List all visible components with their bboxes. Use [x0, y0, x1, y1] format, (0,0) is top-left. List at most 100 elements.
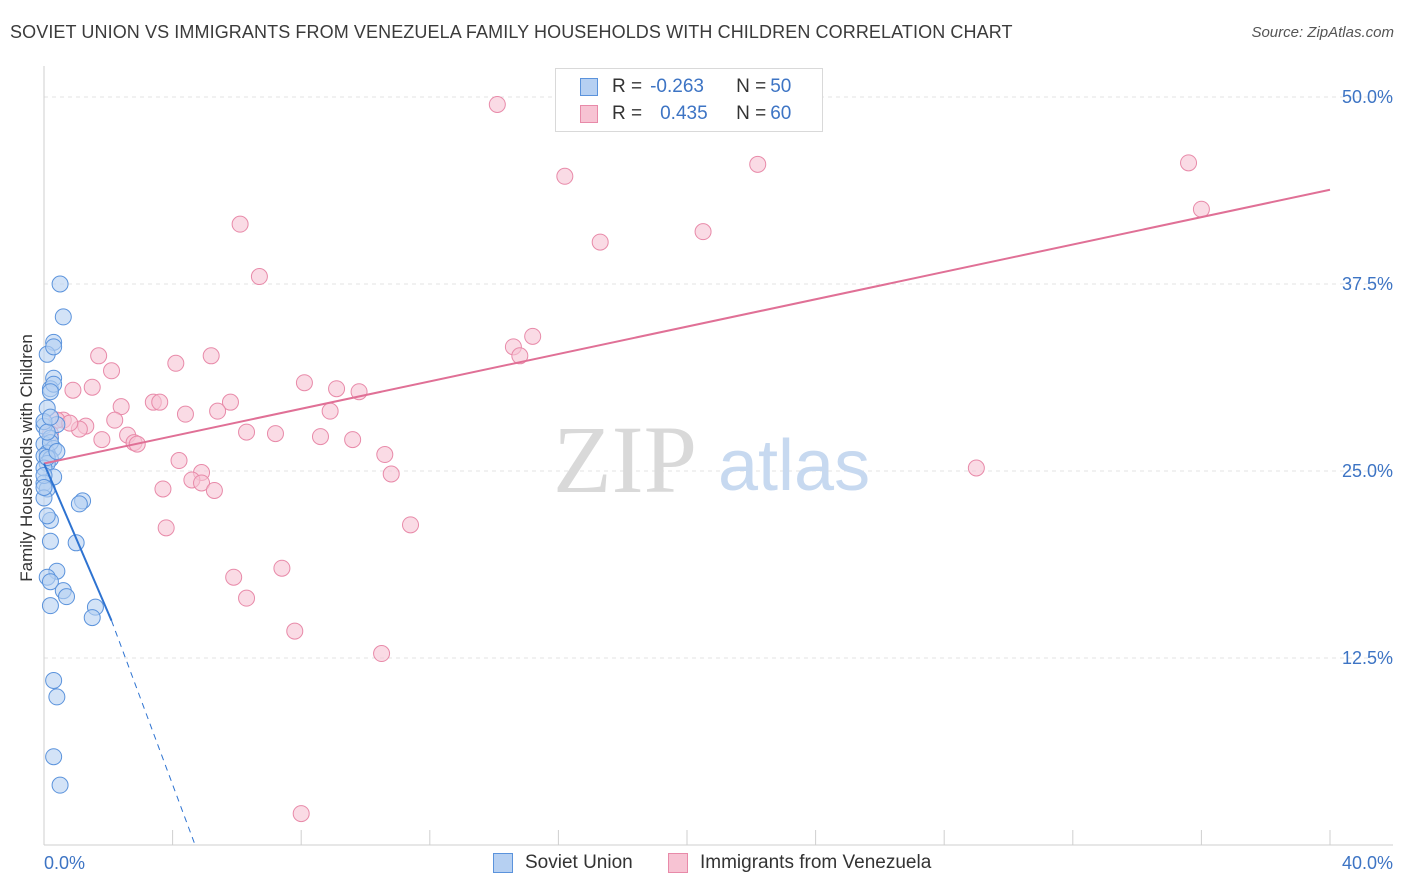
venezuela-point	[292, 805, 310, 823]
watermark-atlas: atlas	[718, 426, 870, 506]
grid	[44, 96, 1393, 659]
tick-labels: 0.0% 40.0% 12.5% 25.0% 37.5% 50.0%	[44, 87, 1393, 873]
soviet-legend-label: Soviet Union	[525, 852, 633, 873]
venezuela-point	[286, 622, 304, 640]
soviet-swatch	[580, 78, 598, 96]
venezuela-point	[488, 95, 506, 113]
venezuela-point	[321, 402, 339, 420]
soviet-point	[41, 408, 59, 426]
venezuela-point	[1180, 154, 1198, 172]
venezuela-point	[90, 347, 108, 365]
venezuela-point	[238, 589, 256, 607]
soviet-point	[41, 597, 59, 615]
venezuela-trend-line	[43, 188, 1331, 465]
venezuela-point	[967, 459, 985, 477]
venezuela-point	[591, 233, 609, 251]
source-credit: Source: ZipAtlas.com	[1251, 24, 1394, 41]
soviet-point	[83, 609, 101, 627]
venezuela-point	[225, 568, 243, 586]
venezuela-point	[295, 374, 313, 392]
venezuela-point	[382, 465, 400, 483]
venezuela-point	[202, 347, 220, 365]
venezuela-point	[167, 354, 185, 372]
venezuela-point	[311, 428, 329, 446]
soviet-point	[58, 588, 76, 606]
y-tick-label: 25.0%	[1342, 461, 1393, 481]
soviet-point	[45, 338, 63, 356]
watermark-zip: ZIP	[553, 406, 697, 513]
soviet-point	[38, 507, 56, 525]
soviet-point	[48, 688, 66, 706]
soviet-point	[41, 573, 59, 591]
legend-r-key: R =	[612, 103, 643, 124]
legend-item-soviet: Soviet Union	[493, 852, 633, 874]
venezuela-point	[221, 393, 239, 411]
venezuela-point	[238, 423, 256, 441]
venezuela-point	[376, 446, 394, 464]
venezuela-point	[402, 516, 420, 534]
venezuela-point	[209, 402, 227, 420]
venezuela-point	[157, 519, 175, 537]
soviet-trend-extension	[111, 620, 196, 846]
venezuela-point	[556, 167, 574, 185]
legend-r-value: 0.435	[660, 103, 708, 124]
legend-n-key: N =	[736, 103, 767, 124]
soviet-point	[51, 776, 69, 794]
venezuela-point	[64, 381, 82, 399]
venezuela-point	[1192, 200, 1210, 218]
watermark: ZIP atlas	[553, 406, 870, 513]
venezuela-point	[170, 452, 188, 470]
venezuela-point	[694, 223, 712, 241]
legend-n-key: N =	[736, 76, 767, 97]
chart-title: SOVIET UNION VS IMMIGRANTS FROM VENEZUEL…	[10, 22, 1013, 42]
venezuela-point	[103, 362, 121, 380]
soviet-point	[48, 443, 66, 461]
legend-n-value: 50	[770, 76, 792, 97]
soviet-points	[35, 275, 104, 794]
venezuela-point	[511, 347, 529, 365]
venezuela-point	[344, 431, 362, 449]
x-tick-label-min: 0.0%	[44, 853, 85, 873]
venezuela-point	[524, 327, 542, 345]
venezuela-point	[328, 380, 346, 398]
legend-row-venezuela: R = 0.435 N = 60	[580, 102, 791, 126]
y-tick-label: 37.5%	[1342, 274, 1393, 294]
venezuela-point	[373, 645, 391, 663]
soviet-point	[54, 308, 72, 326]
soviet-point	[70, 495, 88, 513]
venezuela-point	[154, 480, 172, 498]
legend-r-key: R =	[612, 76, 643, 97]
venezuela-point	[273, 559, 291, 577]
soviet-point	[41, 532, 59, 550]
trend-lines	[43, 188, 1331, 846]
legend-n-value: 60	[770, 103, 792, 124]
legend-r-value: -0.263	[650, 76, 704, 97]
venezuela-point	[193, 474, 211, 492]
correlation-legend: R = -0.263 N = 50 R = 0.435 N = 60	[555, 68, 823, 132]
venezuela-point	[266, 425, 284, 443]
venezuela-point	[749, 155, 767, 173]
venezuela-point	[83, 378, 101, 396]
series-legend: Soviet Union Immigrants from Venezuela	[0, 852, 1406, 878]
legend-item-venezuela: Immigrants from Venezuela	[668, 852, 931, 874]
venezuela-point	[250, 268, 268, 286]
venezuela-point	[231, 215, 249, 233]
venezuela-point	[176, 405, 194, 423]
y-tick-label: 50.0%	[1342, 87, 1393, 107]
soviet-point	[35, 478, 53, 496]
venezuela-point	[205, 481, 223, 499]
soviet-point	[45, 671, 63, 689]
y-tick-label: 12.5%	[1342, 648, 1393, 668]
legend-row-soviet: R = -0.263 N = 50	[580, 75, 791, 99]
soviet-point	[45, 748, 63, 766]
venezuela-legend-label: Immigrants from Venezuela	[700, 852, 932, 873]
venezuela-legend-swatch	[668, 853, 688, 873]
venezuela-point	[93, 431, 111, 449]
soviet-trend-line	[43, 463, 113, 621]
soviet-point	[51, 275, 69, 293]
venezuela-point	[151, 393, 169, 411]
soviet-point	[38, 423, 56, 441]
venezuela-swatch	[580, 105, 598, 123]
venezuela-point	[106, 411, 124, 429]
